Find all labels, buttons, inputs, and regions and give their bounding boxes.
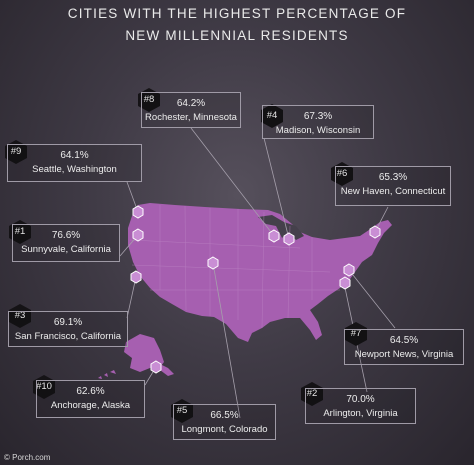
city-name: Arlington, Virginia — [323, 408, 398, 419]
city-marker-new-haven — [369, 225, 381, 239]
city-label-sunnyvale: 76.6% Sunnyvale, California — [12, 224, 120, 262]
city-label-madison: 67.3% Madison, Wisconsin — [262, 105, 374, 139]
city-label-arlington: 70.0% Arlington, Virginia — [305, 388, 416, 424]
connector-line-4 — [263, 137, 290, 240]
rank-badge-1: #1 — [9, 220, 31, 244]
city-name: Newport News, Virginia — [354, 349, 454, 360]
city-name: Sunnyvale, California — [21, 244, 111, 255]
city-name: Anchorage, Alaska — [50, 400, 131, 411]
city-name: San Francisco, California — [14, 331, 122, 342]
city-percent: 76.6% — [51, 230, 81, 241]
connector-line-7 — [348, 269, 396, 329]
city-label-longmont: 66.5% Longmont, Colorado — [173, 404, 276, 440]
city-percent: 67.3% — [303, 111, 333, 122]
city-percent: 64.5% — [389, 335, 419, 346]
city-marker-sunnyvale — [132, 228, 144, 242]
city-percent: 62.6% — [76, 386, 105, 397]
rank-badge-9: #9 — [5, 140, 27, 164]
rank-badge-10: #10 — [33, 375, 55, 399]
title-line-1: CITIES WITH THE HIGHEST PERCENTAGE OF — [67, 6, 407, 21]
rank-badge-8: #8 — [138, 88, 160, 112]
city-marker-newport-news — [343, 263, 355, 277]
city-label-rochester: 64.2% Rochester, Minnesota — [141, 92, 241, 128]
great-lakes-shape — [258, 215, 304, 240]
connector-line-8 — [190, 127, 275, 237]
city-marker-seattle — [132, 205, 144, 219]
city-marker-arlington — [339, 276, 351, 290]
city-name: Rochester, Minnesota — [145, 112, 237, 123]
connector-line-3 — [126, 276, 137, 319]
city-marker-rochester — [268, 229, 280, 243]
rank-badge-5: #5 — [171, 399, 193, 423]
city-name: Longmont, Colorado — [181, 424, 268, 435]
city-name: New Haven, Connecticut — [340, 186, 446, 197]
city-label-anchorage: 62.6% Anchorage, Alaska — [36, 380, 145, 418]
city-percent: 64.2% — [176, 98, 206, 109]
city-label-san-francisco: 69.1% San Francisco, California — [8, 311, 128, 347]
city-marker-san-francisco — [130, 270, 142, 284]
connector-line-5 — [212, 262, 241, 419]
city-label-new-haven: 65.3% New Haven, Connecticut — [335, 166, 451, 206]
us-mainland-shape — [128, 203, 392, 342]
city-percent: 64.1% — [60, 150, 89, 161]
city-percent: 65.3% — [378, 172, 408, 183]
city-percent: 66.5% — [210, 410, 239, 421]
city-percent: 69.1% — [53, 317, 83, 328]
title-line-2: NEW MILLENNIAL RESIDENTS — [125, 28, 349, 43]
aleutian-islands-shape — [98, 370, 116, 379]
city-percent: 70.0% — [346, 394, 375, 405]
city-marker-madison — [283, 232, 295, 246]
alaska-panhandle-shape — [160, 364, 174, 376]
city-label-seattle: 64.1% Seattle, Washington — [7, 144, 142, 182]
city-marker-anchorage — [150, 360, 162, 374]
rank-badge-4: #4 — [261, 104, 283, 128]
rank-badge-7: #7 — [345, 322, 367, 346]
rank-badge-6: #6 — [331, 162, 353, 186]
city-name: Madison, Wisconsin — [275, 125, 361, 136]
city-name: Seattle, Washington — [32, 164, 117, 175]
city-marker-longmont — [207, 256, 219, 270]
rank-badge-3: #3 — [9, 304, 31, 328]
city-markers — [130, 205, 381, 374]
source-credit: © Porch.com — [4, 453, 51, 462]
city-label-newport-news: 64.5% Newport News, Virginia — [344, 329, 464, 365]
